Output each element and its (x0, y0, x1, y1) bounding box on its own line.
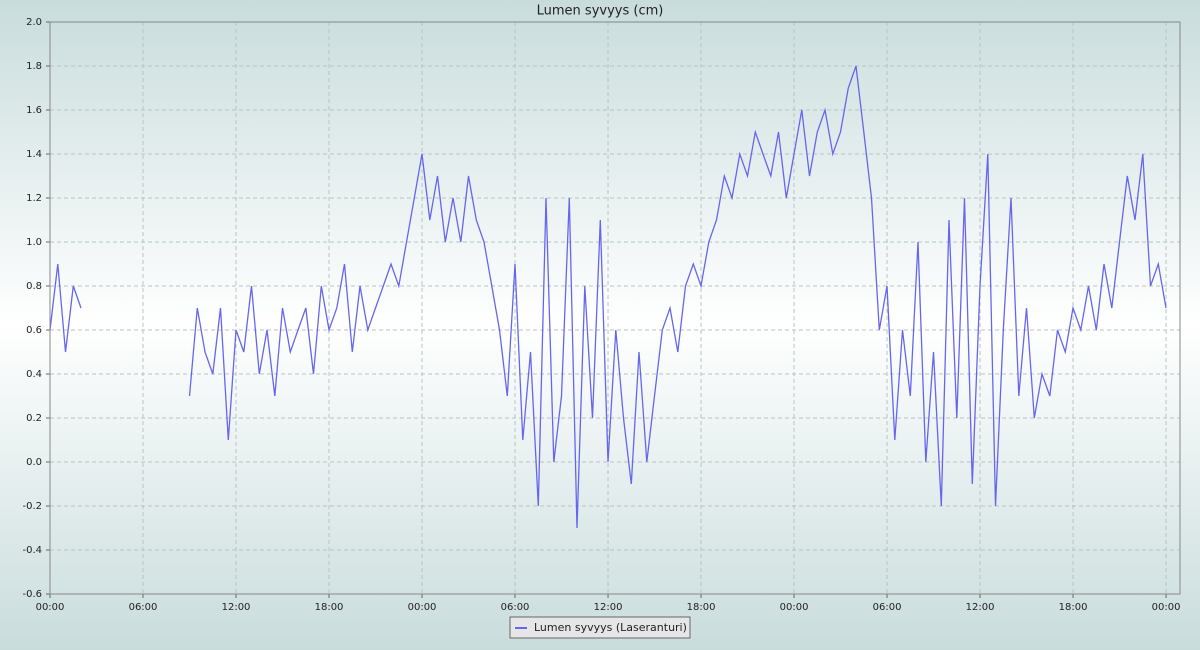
x-tick-label: 06:00 (873, 602, 902, 613)
chart-title: Lumen syvyys (cm) (537, 4, 664, 19)
legend-box (509, 616, 691, 639)
y-tick-label: -0.2 (22, 501, 42, 512)
y-tick-label: -0.6 (22, 589, 42, 600)
x-tick-label: 12:00 (966, 602, 995, 613)
y-tick-label: 1.2 (26, 193, 42, 204)
y-tick-label: -0.4 (22, 545, 42, 556)
y-tick-label: 1.6 (26, 105, 42, 116)
y-tick-label: 1.0 (26, 237, 42, 248)
y-tick-label: 0.8 (26, 281, 42, 292)
x-tick-label: 00:00 (408, 602, 437, 613)
y-tick-label: 1.8 (26, 61, 42, 72)
legend-label: Lumen syvyys (Laseranturi) (534, 621, 687, 634)
legend: Lumen syvyys (Laseranturi) (509, 616, 691, 639)
x-tick-label: 00:00 (36, 602, 65, 613)
x-tick-label: 06:00 (129, 602, 158, 613)
y-tick-label: 1.4 (26, 149, 42, 160)
plot (49, 65, 1167, 529)
x-tick-label: 12:00 (594, 602, 623, 613)
x-tick-label: 00:00 (1152, 602, 1181, 613)
x-tick-label: 18:00 (1059, 602, 1088, 613)
y-tick-label: 0.6 (26, 325, 42, 336)
y-tick-label: 0.2 (26, 413, 42, 424)
data-line (49, 65, 1167, 529)
x-tick-label: 00:00 (780, 602, 809, 613)
y-tick-label: 0.0 (26, 457, 42, 468)
y-tick-label: 2.0 (26, 17, 42, 28)
x-tick-label: 06:00 (501, 602, 530, 613)
x-tick-label: 12:00 (222, 602, 251, 613)
x-tick-label: 18:00 (687, 602, 716, 613)
y-tick-label: 0.4 (26, 369, 42, 380)
plot-frame (49, 21, 1181, 595)
x-tick-label: 18:00 (315, 602, 344, 613)
